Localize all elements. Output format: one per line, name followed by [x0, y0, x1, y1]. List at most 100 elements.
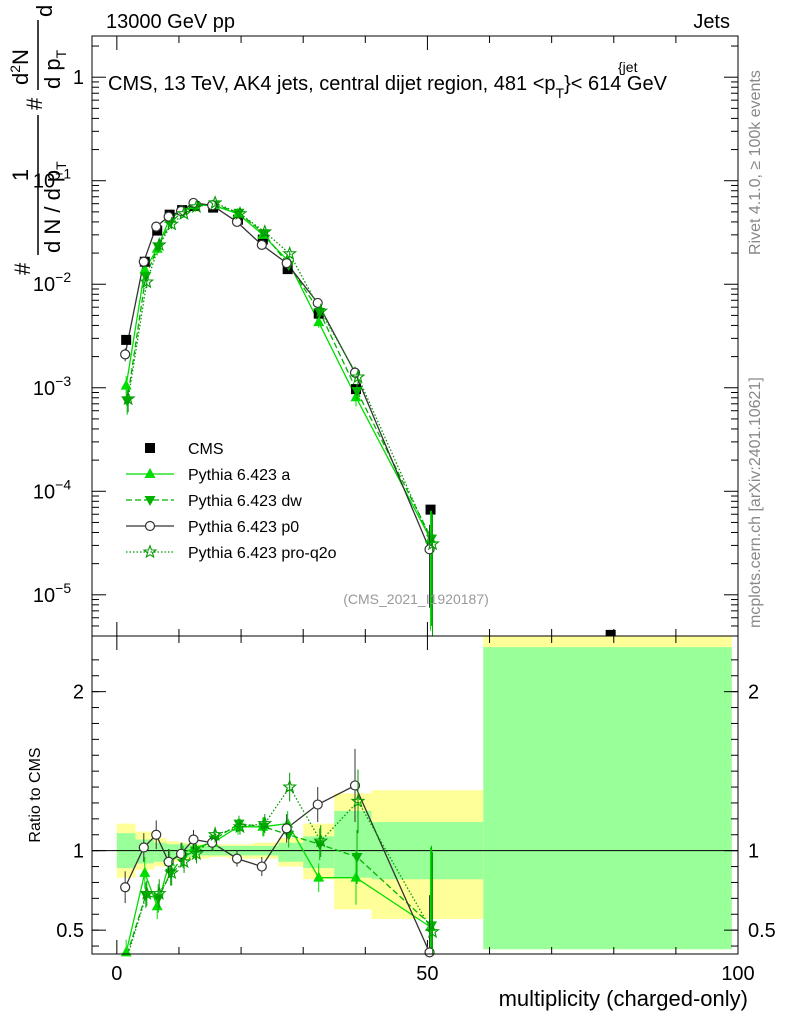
main-ytick-label: 10−3	[33, 373, 71, 400]
ratio-ytick-label-left: 2	[73, 682, 84, 704]
ratio-data-point	[426, 921, 438, 932]
ratio-data-point	[350, 793, 366, 808]
x-tick-label: 100	[721, 963, 754, 985]
mc-data-point	[138, 256, 149, 267]
ratio-data-point	[151, 829, 162, 840]
ylabel-lead: #	[10, 262, 35, 275]
mc-data-point	[350, 369, 366, 384]
ratio-data-point	[139, 885, 155, 900]
mc-data-point	[207, 195, 223, 210]
header-analysis-group: Jets	[693, 11, 730, 33]
mc-data-point	[232, 205, 248, 220]
mc-data-point	[281, 258, 292, 269]
mc-data-point	[139, 263, 151, 274]
ylabel-dp: d pT	[40, 49, 69, 89]
series-line	[125, 204, 432, 540]
legend-label: Pythia 6.423 p0	[188, 519, 299, 536]
ratio-data-point	[189, 845, 204, 861]
mc-data-point	[120, 349, 131, 360]
ratio-uncertainty-bands	[116, 636, 732, 950]
mc-data-point	[425, 536, 440, 551]
mc-data-point	[350, 391, 362, 402]
legend-marker-cms	[145, 443, 155, 453]
mc-data-point	[120, 379, 132, 390]
series-line	[126, 203, 433, 539]
ratio-series-points	[120, 748, 440, 958]
mc-data-point	[257, 224, 273, 239]
ratio-y-axis-label: Ratio to CMS	[27, 747, 44, 842]
mc-data-point	[120, 391, 136, 406]
ratio-data-point	[350, 871, 362, 882]
main-panel: 110−110−210−310−410−5 (CMS_2021_I1920187…	[33, 35, 739, 640]
band-inner	[154, 842, 167, 862]
ratio-data-point	[163, 856, 174, 867]
title-main: CMS, 13 TeV, AK4 jets, central dijet reg…	[108, 73, 556, 95]
plot-title: CMS, 13 TeV, AK4 jets, central dijet reg…	[108, 73, 668, 101]
ylabel-dlambda: d λ	[32, 0, 57, 17]
cms-data-point	[257, 234, 268, 245]
ratio-data-point	[425, 923, 440, 939]
ratio-data-point	[151, 900, 163, 911]
ratio-data-point	[256, 861, 267, 872]
ratio-data-point	[349, 780, 361, 791]
ratio-data-point	[231, 853, 243, 864]
ratio-data-point	[257, 815, 273, 830]
ylabel-hash: #	[22, 97, 47, 110]
ratio-data-point	[176, 854, 192, 869]
legend: CMS Pythia 6.423 a Pythia 6.423 dw Pythia 6…	[126, 441, 337, 562]
legend-label: Pythia 6.423 a	[188, 467, 290, 484]
mcplots-label: mcplots.cern.ch [arXiv:2401.10621]	[747, 377, 764, 628]
ratio-data-point	[139, 866, 151, 877]
analysis-id-watermark: (CMS_2021_I1920187)	[343, 591, 489, 607]
legend-marker	[144, 468, 156, 478]
ratio-data-point	[313, 833, 329, 848]
mc-data-point	[176, 205, 192, 220]
main-series-points	[120, 195, 616, 640]
mc-data-point	[139, 274, 155, 289]
legend-marker	[144, 496, 156, 506]
ratio-ytick-label-right: 2	[748, 682, 759, 704]
legend-label: CMS	[188, 441, 224, 458]
mc-data-point	[351, 387, 363, 398]
legend-label: Pythia 6.423 dw	[188, 493, 302, 510]
mc-data-point	[189, 198, 204, 214]
x-axis-label: multiplicity (charged-only)	[499, 986, 748, 1011]
ylabel-frac-den: d N / d pT	[40, 161, 69, 253]
ratio-data-point	[232, 819, 248, 834]
legend-label: Pythia 6.423 pro-q2o	[188, 545, 337, 562]
cms-data-point	[605, 629, 616, 640]
ratio-data-point	[258, 822, 270, 833]
rivet-version-label: Rivet 4.1.0, ≥ 100k events	[747, 70, 764, 255]
ratio-data-point	[313, 871, 325, 882]
ratio-data-point	[314, 840, 326, 851]
title-end: }< 614 GeV	[564, 73, 668, 95]
ratio-data-point	[424, 947, 435, 958]
band-inner	[278, 842, 304, 862]
ratio-data-point	[282, 779, 298, 794]
ratio-data-point	[188, 834, 199, 845]
ratio-data-point	[151, 885, 167, 900]
ratio-ytick-label-left: 0.5	[56, 920, 84, 942]
legend-marker	[142, 544, 158, 559]
ratio-panel: 0.5 0.5 1 1 2 2 0 50 100	[56, 635, 776, 985]
main-axis-ticks: 110−110−210−310−410−5	[33, 36, 739, 637]
ratio-data-point	[138, 842, 149, 853]
ratio-ytick-label-left: 1	[73, 841, 84, 863]
x-tick-label: 0	[111, 963, 122, 985]
ratio-data-point	[312, 799, 323, 810]
ratio-data-point	[207, 826, 223, 842]
main-y-axis-label: # 1 d N / d pT # d2N d pT d λ	[7, 0, 69, 275]
mc-data-point	[256, 239, 267, 250]
mc-data-point	[313, 316, 325, 327]
ylabel-d2n: d2N	[7, 49, 33, 85]
ratio-axis-ticks: 0.5 0.5 1 1 2 2 0 50 100	[56, 636, 776, 985]
cms-data-point	[121, 334, 132, 345]
title-sup: {jet	[618, 59, 638, 75]
title-sub: T	[556, 85, 565, 101]
ratio-data-point	[120, 882, 131, 893]
ratio-data-point	[281, 823, 292, 834]
main-ytick-label: 10−5	[33, 580, 71, 607]
cms-data-point	[425, 504, 436, 515]
band-inner	[334, 810, 372, 878]
